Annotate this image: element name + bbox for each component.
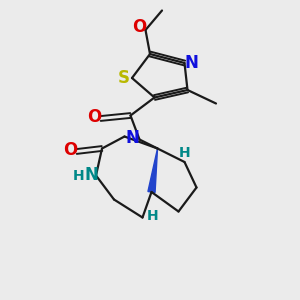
- Text: S: S: [118, 69, 130, 87]
- Text: H: H: [72, 169, 84, 182]
- Text: O: O: [63, 141, 78, 159]
- Text: O: O: [132, 18, 147, 36]
- Text: N: N: [184, 54, 198, 72]
- Text: H: H: [179, 146, 190, 160]
- Text: N: N: [85, 167, 98, 184]
- Polygon shape: [148, 148, 158, 193]
- Text: N: N: [125, 129, 139, 147]
- Text: O: O: [87, 108, 102, 126]
- Text: H: H: [147, 209, 159, 223]
